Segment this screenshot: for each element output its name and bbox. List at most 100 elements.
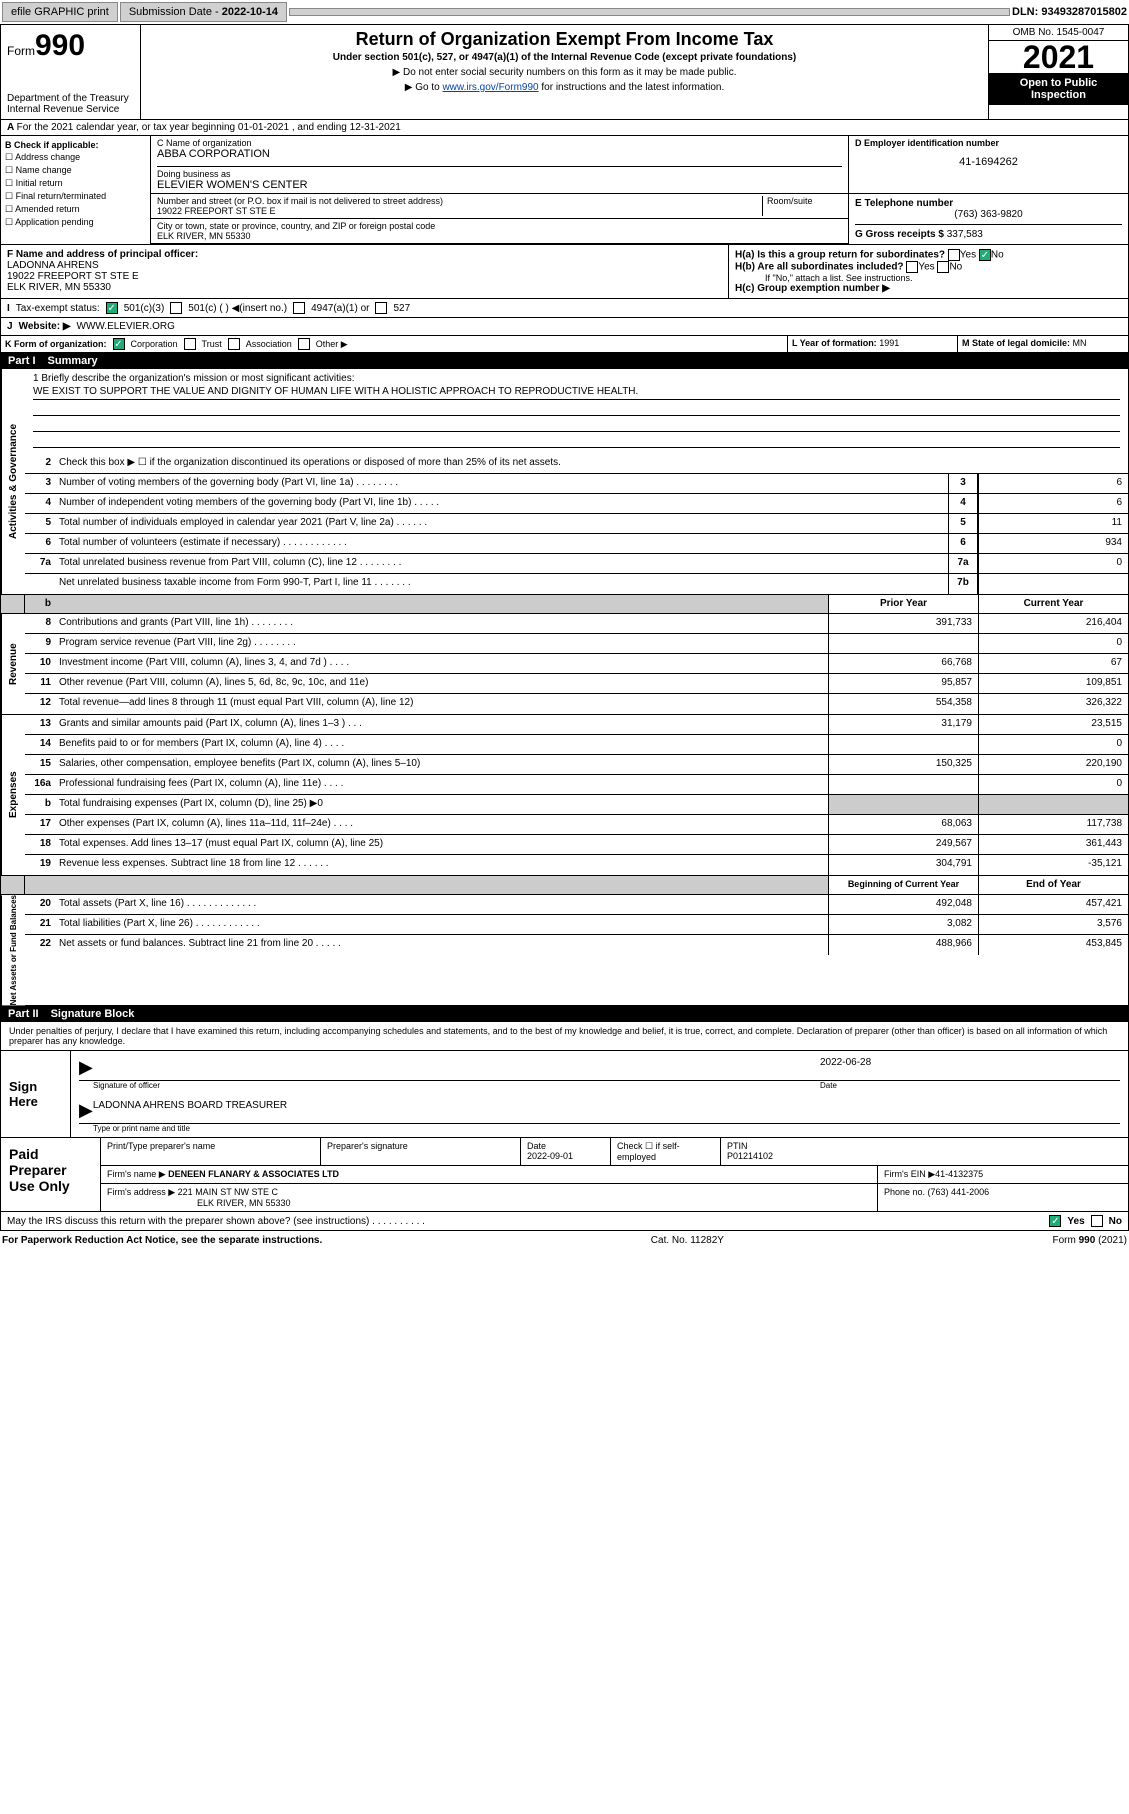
year-box: OMB No. 1545-0047 2021 Open to Public In… xyxy=(988,25,1128,119)
perjury-declaration: Under penalties of perjury, I declare th… xyxy=(1,1022,1128,1050)
box-f-h: F Name and address of principal officer:… xyxy=(0,245,1129,299)
chk-final[interactable]: ☐ Final return/terminated xyxy=(5,191,146,202)
k-trust[interactable] xyxy=(184,338,196,350)
tab-governance: Activities & Governance xyxy=(1,369,25,594)
org-name-cell: C Name of organization ABBA CORPORATION … xyxy=(151,136,848,193)
hb-no[interactable] xyxy=(937,261,949,273)
box-b-header: B Check if applicable: xyxy=(5,140,99,150)
mission-block: 1 Briefly describe the organization's mi… xyxy=(25,369,1128,454)
open-inspection: Open to Public Inspection xyxy=(989,73,1128,105)
hb-note: If "No," attach a list. See instructions… xyxy=(735,273,1122,283)
signature-block: Under penalties of perjury, I declare th… xyxy=(0,1022,1129,1138)
form-number-box: Form990 Department of the Treasury Inter… xyxy=(1,25,141,119)
officer-signature-name: LADONNA AHRENS BOARD TREASURER xyxy=(93,1100,287,1121)
box-b: B Check if applicable: ☐ Address change … xyxy=(1,136,151,244)
block-b-through-g: B Check if applicable: ☐ Address change … xyxy=(0,136,1129,245)
chk-address[interactable]: ☐ Address change xyxy=(5,152,146,163)
officer-addr2: ELK RIVER, MN 55330 xyxy=(7,282,722,293)
tab-expenses: Expenses xyxy=(1,715,25,875)
k-assoc[interactable] xyxy=(228,338,240,350)
ein-cell: D Employer identification number 41-1694… xyxy=(848,136,1128,193)
chk-pending[interactable]: ☐ Application pending xyxy=(5,217,146,228)
discuss-no[interactable] xyxy=(1091,1215,1103,1227)
sign-here-label: Sign Here xyxy=(1,1051,71,1137)
begin-year-hdr: Beginning of Current Year xyxy=(828,876,978,894)
sig-date: 2022-06-28 xyxy=(820,1057,1120,1078)
firm-addr1: 221 MAIN ST NW STE C xyxy=(178,1187,278,1197)
gross-receipts: 337,583 xyxy=(947,229,983,240)
firm-name: DENEEN FLANARY & ASSOCIATES LTD xyxy=(168,1169,339,1179)
ha-label: H(a) Is this a group return for subordin… xyxy=(735,250,945,261)
preparer-name-lbl: Print/Type preparer's name xyxy=(101,1138,321,1165)
part1-header: Part ISummary xyxy=(0,353,1129,369)
hb-yes[interactable] xyxy=(906,261,918,273)
box-k-l-m: K Form of organization: ✓Corporation Tru… xyxy=(0,336,1129,353)
k-corp[interactable]: ✓ xyxy=(113,338,125,350)
i-527[interactable] xyxy=(375,302,387,314)
box-j: JWebsite: ▶WWW.ELEVIER.ORG xyxy=(0,318,1129,336)
paid-preparer: Paid Preparer Use Only Print/Type prepar… xyxy=(0,1138,1129,1212)
page-footer: For Paperwork Reduction Act Notice, see … xyxy=(0,1231,1129,1250)
i-501c3[interactable]: ✓ xyxy=(106,302,118,314)
top-toolbar: efile GRAPHIC print Submission Date - 20… xyxy=(0,0,1129,24)
phone-value: (763) 363-9820 xyxy=(855,209,1122,220)
dln: DLN: 93493287015802 xyxy=(1012,6,1127,18)
irs-link[interactable]: www.irs.gov/Form990 xyxy=(442,82,538,93)
box-i: ITax-exempt status: ✓501(c)(3) 501(c) ( … xyxy=(0,299,1129,318)
firm-addr2: ELK RIVER, MN 55330 xyxy=(107,1198,291,1208)
firm-ein: 41-4132375 xyxy=(935,1169,983,1179)
box-l: L Year of formation: 1991 xyxy=(788,336,958,352)
hc-label: H(c) Group exemption number ▶ xyxy=(735,283,890,294)
ha-yes[interactable] xyxy=(948,249,960,261)
dba-name: ELEVIER WOMEN'S CENTER xyxy=(157,179,842,191)
org-name: ABBA CORPORATION xyxy=(157,148,842,160)
dept-treasury: Department of the Treasury xyxy=(7,93,134,104)
chk-initial[interactable]: ☐ Initial return xyxy=(5,178,146,189)
form-ref: Form 990 (2021) xyxy=(1053,1235,1127,1246)
current-year-hdr: Current Year xyxy=(978,595,1128,613)
part2-header: Part IISignature Block xyxy=(0,1006,1129,1022)
tax-year: 2021 xyxy=(989,41,1128,73)
officer-addr1: 19022 FREEPORT ST STE E xyxy=(7,271,722,282)
goto-note: ▶ Go to www.irs.gov/Form990 for instruct… xyxy=(149,82,980,93)
hb-label: H(b) Are all subordinates included? xyxy=(735,262,904,273)
room-suite: Room/suite xyxy=(762,196,842,216)
box-f: F Name and address of principal officer:… xyxy=(1,245,728,298)
irs-label: Internal Revenue Service xyxy=(7,104,134,115)
self-employed-chk[interactable]: Check ☐ if self-employed xyxy=(611,1138,721,1165)
tab-revenue: Revenue xyxy=(1,614,25,714)
chk-amended[interactable]: ☐ Amended return xyxy=(5,204,146,215)
form-title: Return of Organization Exempt From Incom… xyxy=(149,29,980,50)
signature-caret: ▶ xyxy=(79,1057,93,1077)
line-2: Check this box ▶ ☐ if the organization d… xyxy=(55,454,1128,473)
chk-name[interactable]: ☐ Name change xyxy=(5,165,146,176)
toolbar-spacer xyxy=(289,8,1010,16)
paperwork-notice: For Paperwork Reduction Act Notice, see … xyxy=(2,1235,322,1246)
street-address: 19022 FREEPORT ST STE E xyxy=(157,206,762,216)
paid-preparer-label: Paid Preparer Use Only xyxy=(1,1138,101,1211)
prep-date: 2022-09-01 xyxy=(527,1151,604,1161)
tab-net-assets: Net Assets or Fund Balances xyxy=(1,895,25,1005)
i-501c[interactable] xyxy=(170,302,182,314)
ein-value: 41-1694262 xyxy=(855,156,1122,168)
officer-name: LADONNA AHRENS xyxy=(7,260,722,271)
box-k-label: K Form of organization: xyxy=(5,339,107,349)
i-4947[interactable] xyxy=(293,302,305,314)
box-m: M State of legal domicile: MN xyxy=(958,336,1128,352)
efile-button[interactable]: efile GRAPHIC print xyxy=(2,2,118,22)
phone-label: E Telephone number xyxy=(855,198,953,209)
box-c-d-e: C Name of organization ABBA CORPORATION … xyxy=(151,136,1128,244)
ha-no[interactable]: ✓ xyxy=(979,249,991,261)
cat-no: Cat. No. 11282Y xyxy=(651,1235,724,1246)
discuss-yes[interactable]: ✓ xyxy=(1049,1215,1061,1227)
box-h: H(a) Is this a group return for subordin… xyxy=(728,245,1128,298)
form-subtitle: Under section 501(c), 527, or 4947(a)(1)… xyxy=(149,52,980,63)
k-other[interactable] xyxy=(298,338,310,350)
ptin: P01214102 xyxy=(727,1151,1122,1161)
mission-text: WE EXIST TO SUPPORT THE VALUE AND DIGNIT… xyxy=(33,386,1120,400)
gross-receipts-label: G Gross receipts $ xyxy=(855,229,947,240)
submission-date: Submission Date - 2022-10-14 xyxy=(120,2,287,22)
prior-year-hdr: Prior Year xyxy=(828,595,978,613)
website-url[interactable]: WWW.ELEVIER.ORG xyxy=(77,321,175,332)
firm-phone: (763) 441-2006 xyxy=(928,1187,990,1197)
